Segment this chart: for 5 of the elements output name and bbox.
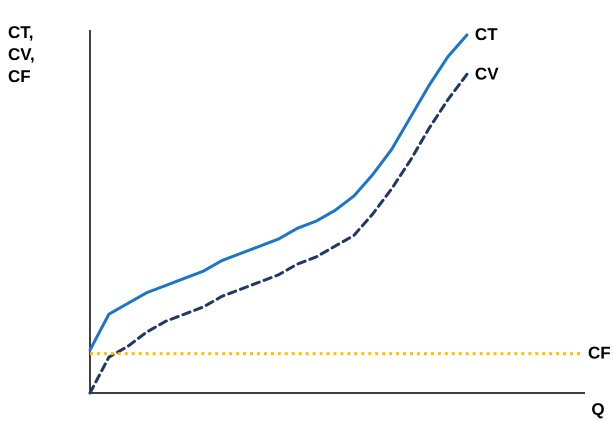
series-label: CT [474,25,498,44]
series-label: CF [588,344,611,363]
x-axis-title: Q [591,400,605,419]
series-label: CV [474,64,500,84]
y-axis-title: CT, CV, CF [8,23,35,86]
